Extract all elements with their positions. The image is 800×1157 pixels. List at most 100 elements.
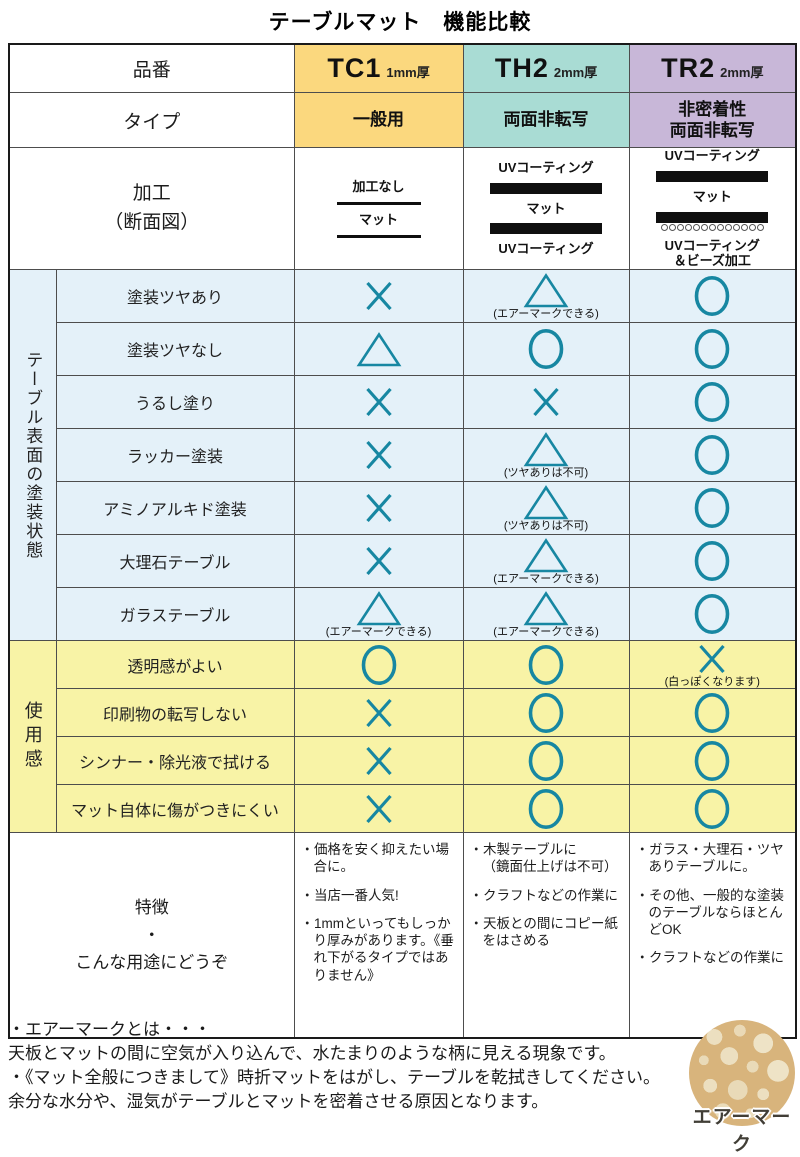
- rating-symbol-wrap: [295, 644, 462, 686]
- rating-symbol-wrap: (エアーマークできる): [464, 590, 628, 638]
- bead: [716, 223, 724, 231]
- rating-cell-th2: [462, 375, 630, 429]
- rating-symbol-wrap: [295, 490, 462, 526]
- row-type: タイプ 一般用 両面非転写 非密着性 両面非転写: [8, 92, 797, 148]
- rating-cell-tr2: [628, 534, 797, 588]
- rating-cell-tr2: (白っぽくなります): [628, 639, 797, 690]
- rating-cell-tr2: [628, 784, 797, 834]
- rating-cell-th2: (エアーマークできる): [462, 269, 630, 323]
- rating-symbol-wrap: [295, 543, 462, 579]
- section-side-surface: テーブル表面の塗装状態: [8, 269, 57, 641]
- row-surface-3: ラッカー塗装 (ツヤありは不可): [9, 428, 797, 482]
- feature-item: ・当店一番人気!: [300, 887, 399, 903]
- row-label: 透明感がよい: [55, 639, 295, 690]
- bead: [756, 223, 764, 231]
- rating-cell-th2: [462, 736, 630, 786]
- rating-symbol-wrap: [295, 384, 462, 420]
- rating-note: (ツヤありは不可): [503, 466, 589, 479]
- x-symbol: [365, 281, 392, 311]
- coating-layer-bar: [490, 182, 603, 194]
- rating-symbol-wrap: (エアーマークできる): [464, 537, 628, 585]
- circle-symbol: [694, 275, 730, 317]
- triangle-symbol: [356, 591, 401, 626]
- rating-cell-th2: [462, 322, 630, 376]
- row-surface-1: 塗装ツヤなし: [9, 322, 797, 376]
- coating-layer-bar: [656, 170, 769, 182]
- row-usability-1: 印刷物の転写しない: [9, 688, 797, 738]
- coating-layer-bar: [656, 211, 769, 223]
- circle-symbol: [694, 434, 730, 476]
- bead: [708, 223, 716, 231]
- rating-note: (エアーマークできる): [493, 625, 599, 638]
- feature-item: ・木製テーブルに （鏡面仕上げは不可）: [469, 842, 618, 875]
- beads-row: [660, 223, 764, 231]
- triangle-symbol: [523, 485, 569, 520]
- rating-symbol-wrap: (ツヤありは不可): [464, 431, 628, 479]
- row-label: ラッカー塗装: [55, 428, 295, 482]
- circle-symbol: [694, 740, 730, 781]
- rating-symbol-wrap: [630, 328, 795, 370]
- row-processing: 加工 （断面図） 加工なし マット UVコーティング マット UVコーティング UVコーティ…: [8, 147, 797, 270]
- rating-symbol-wrap: [295, 278, 462, 314]
- section-label-usability: 使用感: [22, 700, 43, 773]
- bead: [732, 223, 740, 231]
- triangle-symbol: [523, 591, 569, 626]
- rating-cell-tr2: [628, 428, 797, 482]
- row-surface-2: うるし塗り: [9, 375, 797, 429]
- row-label: アミノアルキド塗装: [55, 481, 295, 535]
- rating-cell-tc1: [293, 269, 464, 323]
- feature-item: ・クラフトなどの作業に: [469, 887, 619, 903]
- rating-symbol-wrap: [464, 692, 628, 734]
- rating-symbol-wrap: [464, 788, 628, 830]
- rating-cell-tc1: [293, 639, 464, 690]
- rating-cell-th2: (エアーマークできる): [462, 587, 630, 641]
- diagram-stack: 加工なし マット: [295, 149, 462, 269]
- rating-symbol-wrap: [295, 331, 462, 368]
- x-symbol: [365, 493, 392, 523]
- x-symbol: [365, 698, 392, 727]
- circle-symbol: [694, 692, 730, 733]
- mat-layer-line: [336, 202, 421, 205]
- product-code: TR2: [661, 53, 716, 83]
- x-symbol: [365, 387, 392, 417]
- coating-layer-bar: [490, 223, 603, 235]
- rating-cell-tc1: [293, 481, 464, 535]
- rating-cell-tr2: [628, 322, 797, 376]
- processing-label: 加工 （断面図）: [8, 147, 295, 270]
- x-symbol: [365, 546, 392, 576]
- processing-diagram-tr2: UVコーティング マット UVコーティング ＆ビーズ加工: [628, 147, 797, 270]
- feature-item: ・1mmといってもしっかり厚みがあります。《垂れ下がるタイプではありません》: [300, 915, 454, 983]
- row-surface-5: 大理石テーブル (エアーマークできる): [9, 534, 797, 588]
- mat-layer-line: [336, 234, 421, 238]
- rating-symbol-wrap: [630, 788, 795, 830]
- rating-cell-tr2: [628, 481, 797, 535]
- row-surface-4: アミノアルキド塗装 (ツヤありは不可): [9, 481, 797, 535]
- rating-cell-th2: (ツヤありは不可): [462, 481, 630, 535]
- triangle-symbol: [356, 331, 401, 366]
- airmark-photo: [689, 1020, 795, 1126]
- product-thickness: 1mm厚: [386, 65, 430, 80]
- airmark-figure: エアーマーク: [687, 1020, 797, 1156]
- triangle-symbol: [523, 432, 569, 467]
- rating-cell-tr2: [628, 269, 797, 323]
- circle-symbol: [694, 593, 730, 635]
- x-symbol: [699, 644, 725, 674]
- product-header-th2: TH2 2mm厚: [462, 43, 630, 93]
- product-type-tr2: 非密着性 両面非転写: [628, 92, 797, 148]
- rating-cell-tr2: [628, 688, 797, 738]
- rating-cell-tc1: [293, 322, 464, 376]
- row-label: シンナー・除光液で拭ける: [55, 736, 295, 786]
- row-label: ガラステーブル: [55, 587, 295, 641]
- rating-cell-th2: [462, 639, 630, 690]
- rating-symbol-wrap: [464, 328, 628, 370]
- airmark-description: ・エアーマークとは・・・ 天板とマットの間に空気が入り込んで、水たまりのような柄…: [8, 1020, 660, 1112]
- processing-diagram-th2: UVコーティング マット UVコーティング: [462, 147, 630, 270]
- rating-symbol-wrap: [630, 593, 795, 635]
- circle-symbol: [694, 328, 730, 370]
- layer-label: マット: [692, 188, 732, 204]
- features-label: 特徴 ・ こんな用途にどうぞ: [8, 832, 295, 1039]
- bead: [700, 223, 708, 231]
- circle-symbol: [361, 644, 396, 685]
- rating-note: (エアーマークできる): [325, 625, 432, 638]
